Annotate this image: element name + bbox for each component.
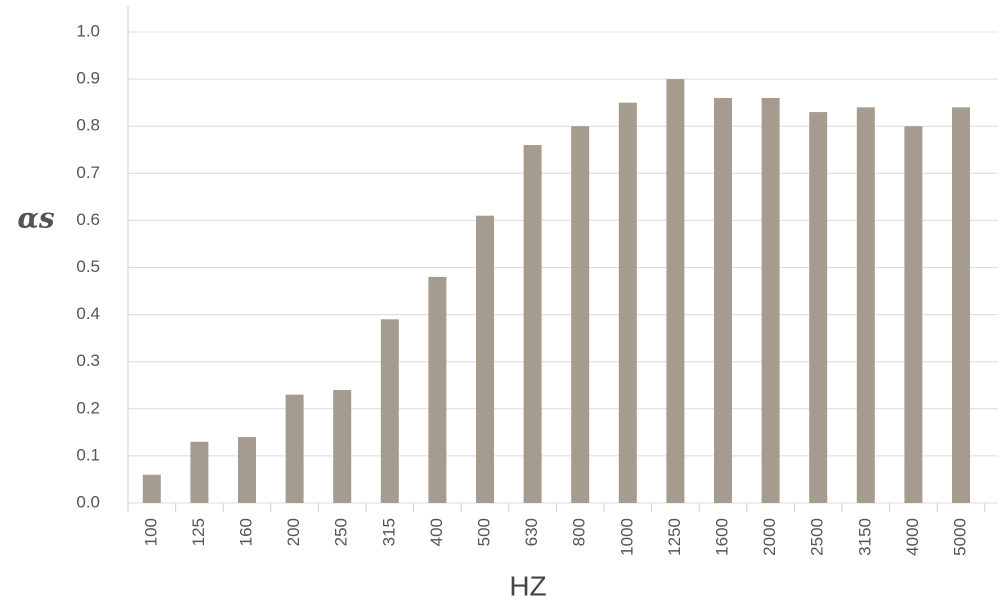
bar: [761, 97, 780, 503]
x-tick-label: 200: [284, 518, 303, 546]
y-tick-label: 0.7: [76, 163, 100, 182]
bar: [666, 79, 685, 503]
bar: [856, 107, 875, 504]
x-tick-label: 160: [236, 518, 255, 546]
bar: [333, 389, 352, 503]
x-tick-label: 2000: [760, 518, 779, 556]
x-tick-label: 5000: [950, 518, 969, 556]
x-tick-label: 1600: [712, 518, 731, 556]
x-tick-label: 800: [570, 518, 589, 546]
bar: [904, 126, 923, 503]
y-tick-label: 0.3: [76, 351, 100, 370]
y-tick-label: 0.2: [76, 398, 100, 417]
bar: [380, 319, 399, 503]
bar: [285, 394, 304, 503]
bar: [618, 102, 637, 504]
bar: [523, 145, 542, 504]
bar: [809, 112, 828, 503]
y-tick-label: 0.0: [76, 492, 100, 511]
y-tick-label: 1.0: [76, 21, 100, 40]
x-tick-label: 250: [332, 518, 351, 546]
x-tick-label: 125: [189, 518, 208, 546]
bar: [476, 215, 494, 503]
bar: [142, 474, 161, 503]
bar: [714, 97, 732, 503]
x-tick-label: 500: [474, 518, 493, 546]
x-tick-label: 1250: [665, 518, 684, 556]
x-tick-label: 3150: [855, 518, 874, 556]
x-tick-label: 315: [379, 518, 398, 546]
x-axis-label: HZ: [509, 570, 546, 601]
y-tick-label: 0.1: [76, 445, 100, 464]
x-tick-label: 100: [141, 518, 160, 546]
bar: [428, 276, 447, 503]
x-tick-label: 2500: [808, 518, 827, 556]
y-tick-label: 0.8: [76, 116, 100, 135]
y-tick-label: 0.9: [76, 69, 100, 88]
y-tick-label: 0.6: [76, 210, 100, 229]
x-tick-label: 400: [427, 518, 446, 546]
bar: [571, 126, 590, 503]
x-tick-label: 4000: [903, 518, 922, 556]
y-axis-label: αs: [17, 202, 55, 235]
x-tick-label: 1000: [617, 518, 636, 556]
y-tick-label: 0.5: [76, 257, 100, 276]
x-tick-label: 630: [522, 518, 541, 546]
bar: [238, 437, 256, 503]
y-tick-label: 0.4: [76, 304, 100, 323]
bar: [952, 107, 970, 504]
bar: [190, 441, 209, 503]
